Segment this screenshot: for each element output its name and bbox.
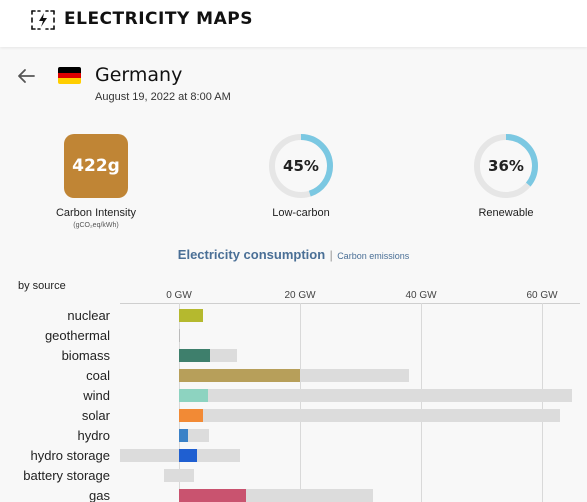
capacity-bar-wind[interactable] [179, 389, 573, 402]
by-source-label: by source [18, 280, 66, 292]
x-axis-line [120, 303, 580, 304]
renewable-ring [474, 134, 538, 198]
production-bar-biomass[interactable] [179, 349, 211, 362]
source-label-biomass: biomass [61, 348, 110, 363]
source-label-hydro-storage: hydro storage [30, 448, 111, 463]
carbon-intensity-box: 422g [64, 134, 128, 198]
production-bar-hydro-storage[interactable] [179, 449, 198, 462]
x-gridline [300, 303, 301, 502]
low-carbon-label: Low-carbon [272, 207, 330, 219]
source-label-wind: wind [83, 388, 110, 403]
app-title: ELECTRICITY MAPS [64, 9, 253, 29]
source-label-geothermal: geothermal [44, 328, 110, 343]
production-bar-solar[interactable] [179, 409, 204, 422]
production-bar-hydro[interactable] [179, 429, 189, 442]
source-label-coal: coal [86, 368, 110, 383]
renewable-label: Renewable [478, 207, 534, 219]
tab-electricity-consumption[interactable]: Electricity consumption [177, 247, 326, 262]
negative-capacity-bar-battery-storage[interactable] [163, 469, 179, 482]
x-tick-label: 60 GW [526, 290, 558, 301]
source-label-nuclear: nuclear [67, 308, 110, 323]
chart-mode-tabs: Electricity consumption | Carbon emissio… [0, 246, 587, 264]
x-tick-label: 40 GW [405, 290, 437, 301]
carbon-intensity-value: 422g [72, 156, 120, 176]
production-bar-nuclear[interactable] [179, 309, 204, 322]
flag-stripe-red [58, 72, 81, 79]
x-tick-label: 0 GW [166, 290, 192, 301]
source-label-gas: gas [89, 488, 110, 502]
flag-stripe-gold [58, 78, 81, 84]
renewable-gauge: 36% [473, 133, 539, 199]
lightning-bolt-logo-icon[interactable] [30, 7, 56, 33]
capacity-bar-solar[interactable] [179, 409, 561, 422]
negative-capacity-bar-hydro-storage[interactable] [120, 449, 179, 462]
x-gridline [421, 303, 422, 502]
renewable-value: 36% [488, 157, 524, 175]
low-carbon-gauge: 45% [268, 133, 334, 199]
tab-separator: | [329, 248, 333, 262]
top-bar: ELECTRICITY MAPS [0, 0, 587, 47]
zone-name: Germany [95, 64, 183, 86]
carbon-intensity-unit: (gCO₂eq/kWh) [73, 222, 119, 229]
low-carbon-value: 45% [283, 157, 319, 175]
production-by-source-chart: 0 GW 20 GW 40 GW 60 GW nuclear geothermal biom… [0, 288, 587, 502]
back-arrow-icon[interactable] [14, 64, 38, 88]
production-bar-gas[interactable] [179, 489, 246, 502]
low-carbon-ring [269, 134, 333, 198]
flag-stripe-black [58, 67, 81, 73]
x-gridline [179, 303, 180, 502]
production-bar-wind[interactable] [179, 389, 209, 402]
x-gridline [542, 303, 543, 502]
source-label-battery-storage: battery storage [23, 468, 110, 483]
capacity-bar-battery-storage[interactable] [179, 469, 195, 482]
source-label-hydro: hydro [77, 428, 110, 443]
production-bar-coal[interactable] [179, 369, 300, 382]
zone-date: August 19, 2022 at 8:00 AM [95, 91, 231, 103]
germany-flag-icon [58, 67, 81, 84]
production-bar-geothermal[interactable] [179, 329, 180, 342]
tab-carbon-emissions[interactable]: Carbon emissions [337, 251, 410, 261]
carbon-intensity-label: Carbon Intensity [55, 207, 137, 219]
x-tick-label: 20 GW [284, 290, 316, 301]
source-label-solar: solar [81, 408, 110, 423]
